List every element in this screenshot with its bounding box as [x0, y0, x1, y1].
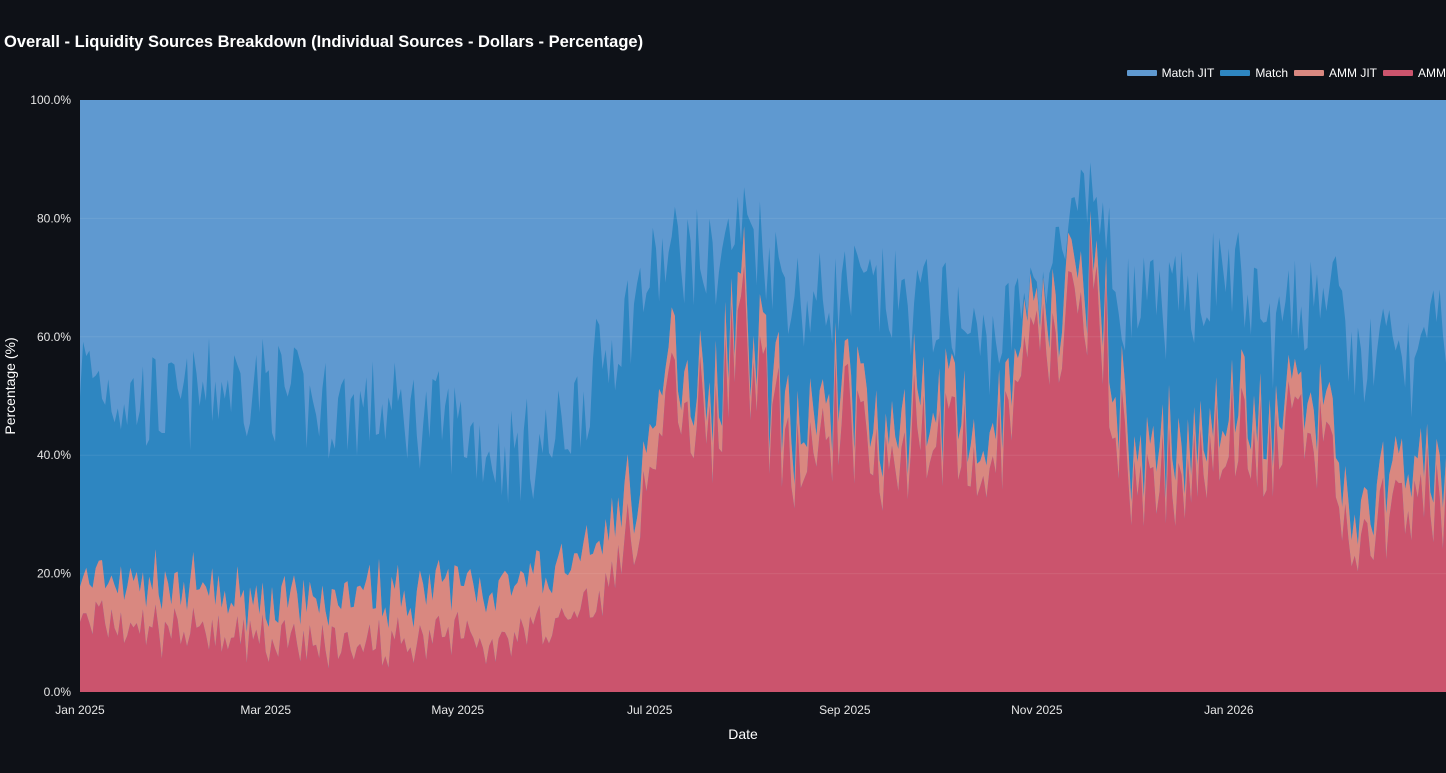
legend-item-amm[interactable]: AMM	[1383, 66, 1446, 80]
x-tick-label: May 2025	[431, 703, 484, 717]
y-tick-label: 60.0%	[37, 330, 71, 344]
legend-item-match[interactable]: Match	[1220, 66, 1288, 80]
y-tick-label: 80.0%	[37, 211, 71, 225]
y-tick-label: 0.0%	[44, 685, 72, 699]
x-tick-label: Jul 2025	[627, 703, 673, 717]
y-axis-title: Percentage (%)	[2, 337, 18, 434]
x-tick-label: Jan 2025	[55, 703, 105, 717]
legend-swatch	[1220, 70, 1251, 76]
x-axis-title: Date	[728, 726, 758, 742]
legend-swatch	[1383, 70, 1413, 76]
chart-title: Overall - Liquidity Sources Breakdown (I…	[4, 33, 644, 51]
x-tick-label: Sep 2025	[819, 703, 871, 717]
legend-swatch	[1126, 70, 1157, 76]
legend-item-match-jit[interactable]: Match JIT	[1126, 66, 1215, 80]
y-tick-label: 20.0%	[37, 567, 71, 581]
area-amm	[80, 229, 1446, 692]
legend-swatch	[1294, 70, 1324, 76]
x-tick-label: Mar 2025	[240, 703, 291, 717]
legend-label: AMM	[1418, 66, 1446, 80]
legend: Match JIT Match AMM JIT AMM	[1121, 66, 1446, 80]
legend-label: AMM JIT	[1329, 66, 1377, 80]
area-amm-jit	[80, 210, 1446, 669]
y-tick-label: 100.0%	[30, 93, 71, 107]
y-tick-label: 40.0%	[37, 448, 71, 462]
x-tick-label: Nov 2025	[1011, 703, 1063, 717]
area-match	[80, 162, 1446, 633]
legend-item-amm-jit[interactable]: AMM JIT	[1294, 66, 1377, 80]
x-tick-label: Jan 2026	[1204, 703, 1254, 717]
legend-label: Match JIT	[1161, 66, 1215, 80]
legend-label: Match	[1255, 66, 1288, 80]
